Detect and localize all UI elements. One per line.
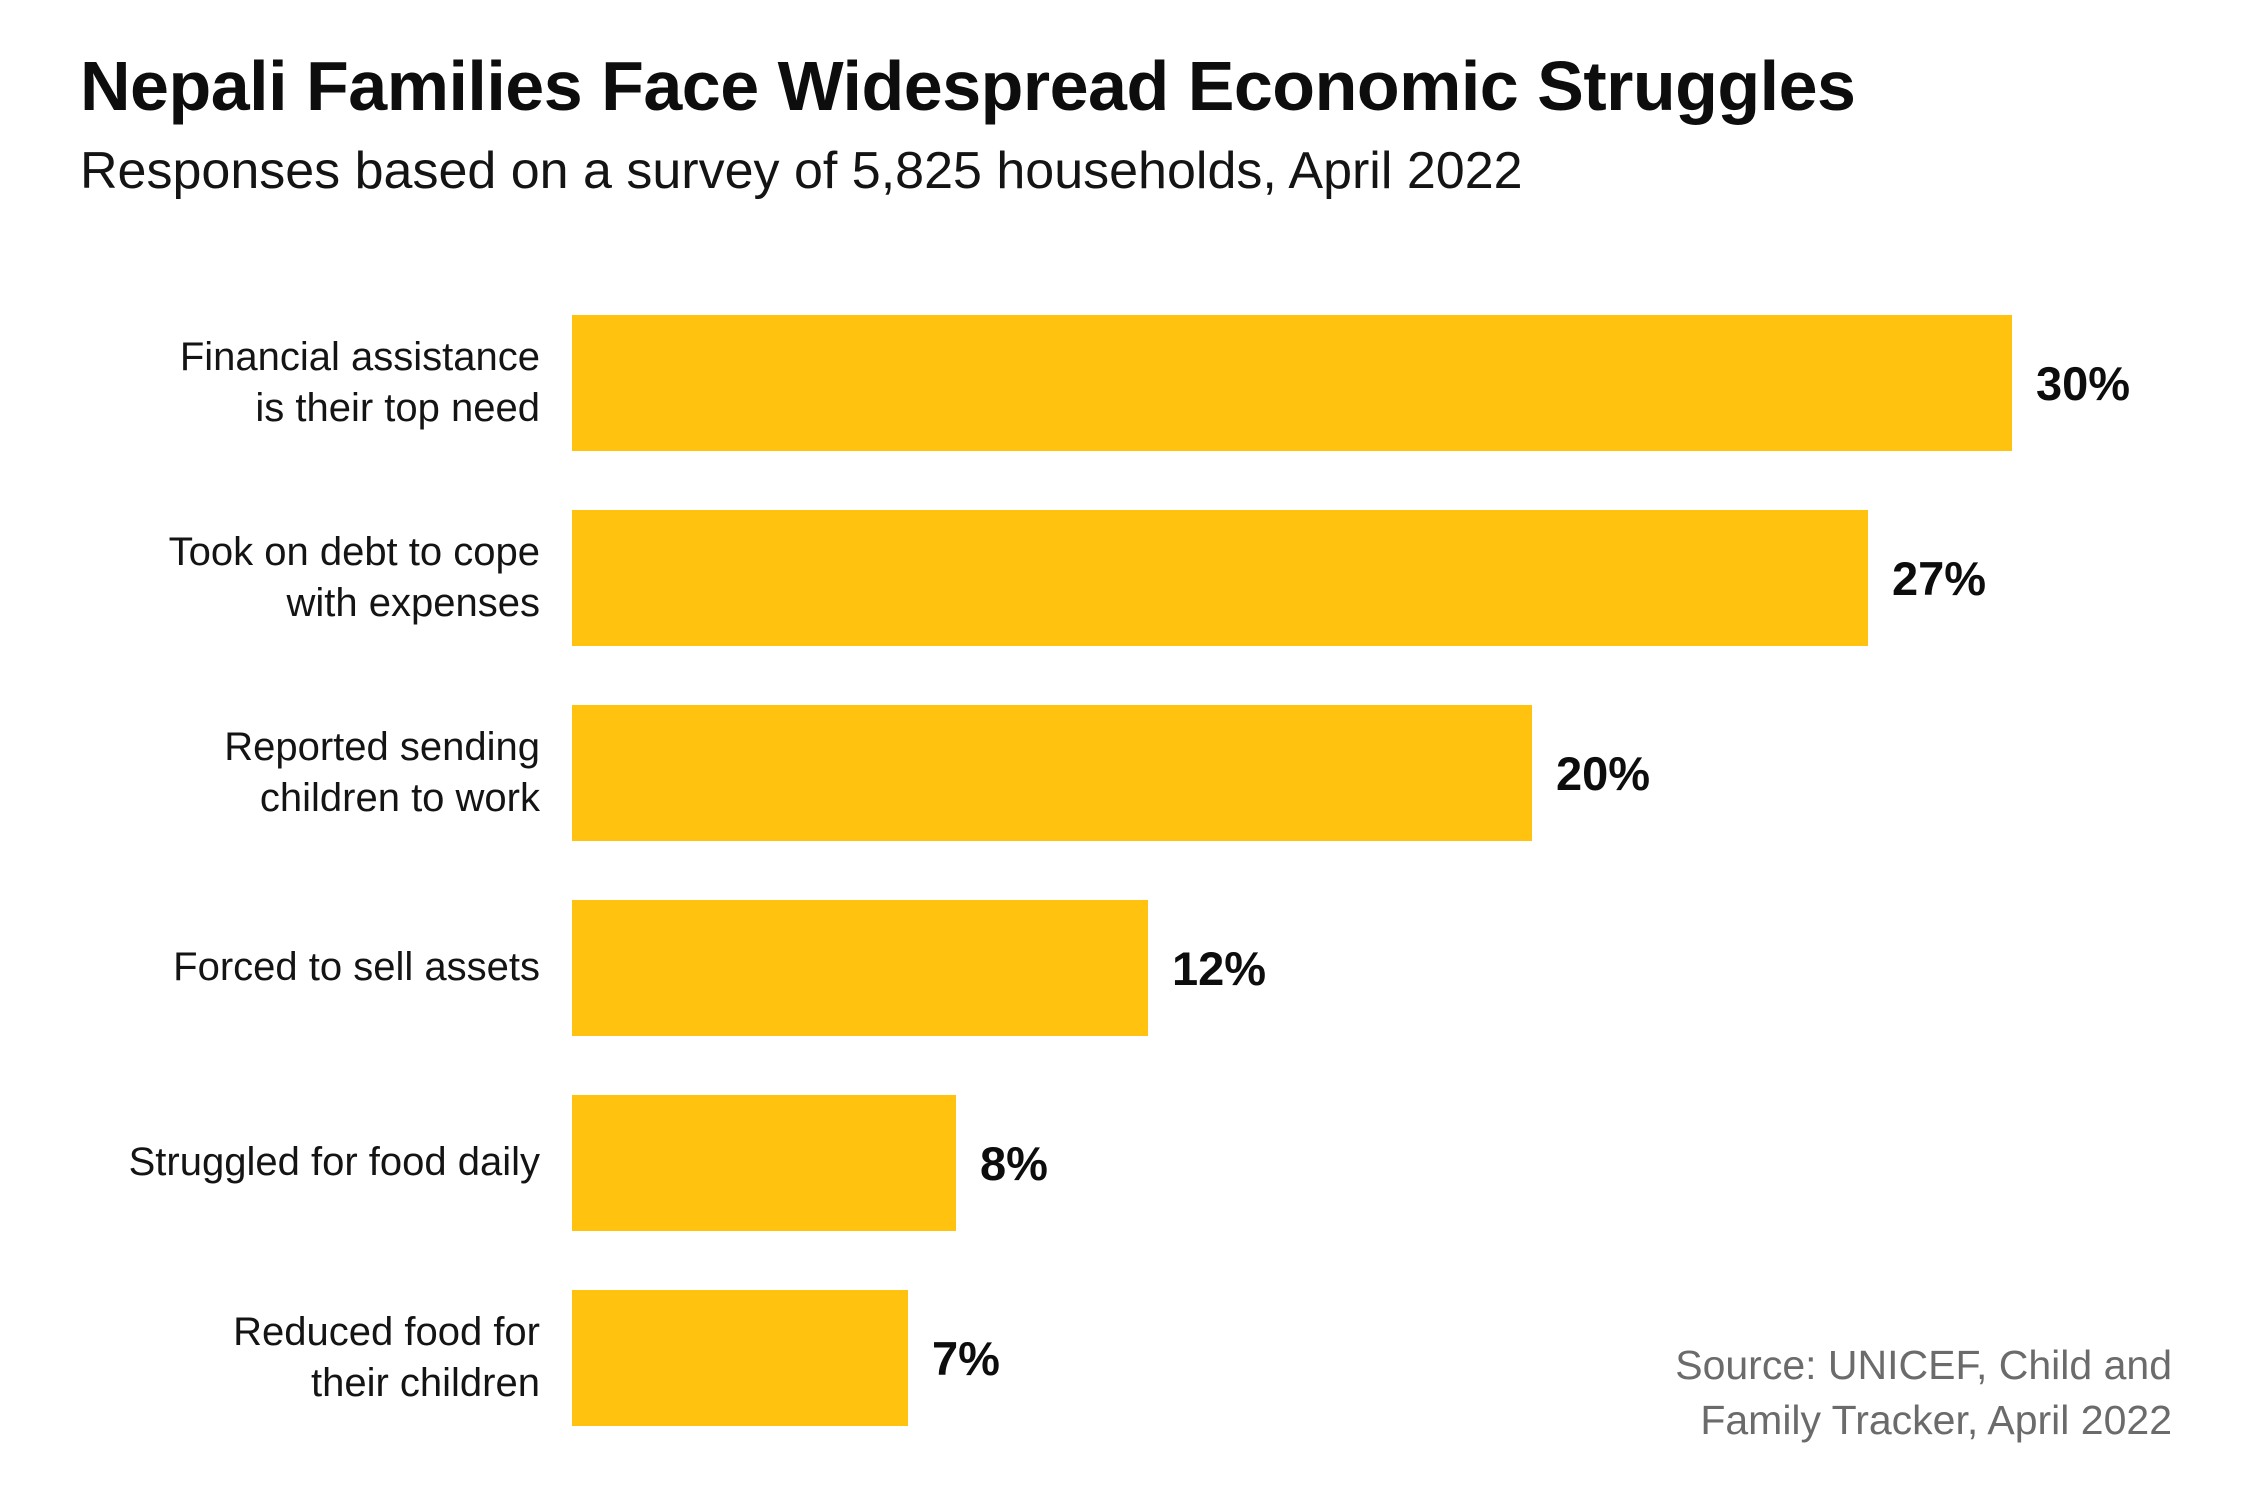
bar-chart: Financial assistance is their top need 3… bbox=[78, 315, 2172, 1485]
bar-row: Reported sending children to work 20% bbox=[78, 705, 2172, 841]
bar-value-label: 8% bbox=[980, 1136, 1048, 1190]
source-note-line1: Source: UNICEF, Child and bbox=[1675, 1342, 2172, 1388]
bar bbox=[572, 705, 1532, 841]
bar-value-label: 7% bbox=[932, 1331, 1000, 1385]
bar-track: 30% bbox=[572, 315, 2172, 451]
bar bbox=[572, 510, 1868, 646]
bar-value-label: 20% bbox=[1556, 746, 1651, 800]
page-title: Nepali Families Face Widespread Economic… bbox=[80, 47, 1856, 125]
bar-row: Struggled for food daily 8% bbox=[78, 1095, 2172, 1231]
bar-track: 20% bbox=[572, 705, 2172, 841]
bar-row: Financial assistance is their top need 3… bbox=[78, 315, 2172, 451]
source-note-line2: Family Tracker, April 2022 bbox=[1700, 1396, 2172, 1443]
bar-row-label: Struggled for food daily bbox=[128, 1140, 540, 1185]
bar-track: 7% bbox=[572, 1290, 2172, 1426]
bar-row-label: Reduced food for their children bbox=[233, 1309, 540, 1405]
bar-track: 12% bbox=[572, 900, 2172, 1036]
bar bbox=[572, 315, 2012, 451]
bar-row: Forced to sell assets 12% bbox=[78, 900, 2172, 1036]
bar-row: Took on debt to cope with expenses 27% bbox=[78, 510, 2172, 646]
bar-row-label: Forced to sell assets bbox=[173, 945, 540, 990]
bar-track: 27% bbox=[572, 510, 2172, 646]
bar-track: 8% bbox=[572, 1095, 2172, 1231]
bar-row: Reduced food for their children 7% bbox=[78, 1290, 2172, 1426]
bar-row-label: Financial assistance is their top need bbox=[179, 334, 540, 430]
bar-row-label: Took on debt to cope with expenses bbox=[168, 529, 540, 625]
bar-value-label: 30% bbox=[2036, 356, 2131, 410]
source-note: Source: UNICEF, Child and Family Tracker… bbox=[1675, 1338, 2172, 1447]
bar-value-label: 27% bbox=[1892, 551, 1987, 605]
bar bbox=[572, 900, 1148, 1036]
bar bbox=[572, 1095, 956, 1231]
chart-header: Nepali Families Face Widespread Economic… bbox=[80, 47, 1856, 201]
bar-row-label: Reported sending children to work bbox=[224, 724, 540, 820]
bar-value-label: 12% bbox=[1172, 941, 1267, 995]
page-subtitle: Responses based on a survey of 5,825 hou… bbox=[80, 142, 1523, 200]
bar bbox=[572, 1290, 908, 1426]
